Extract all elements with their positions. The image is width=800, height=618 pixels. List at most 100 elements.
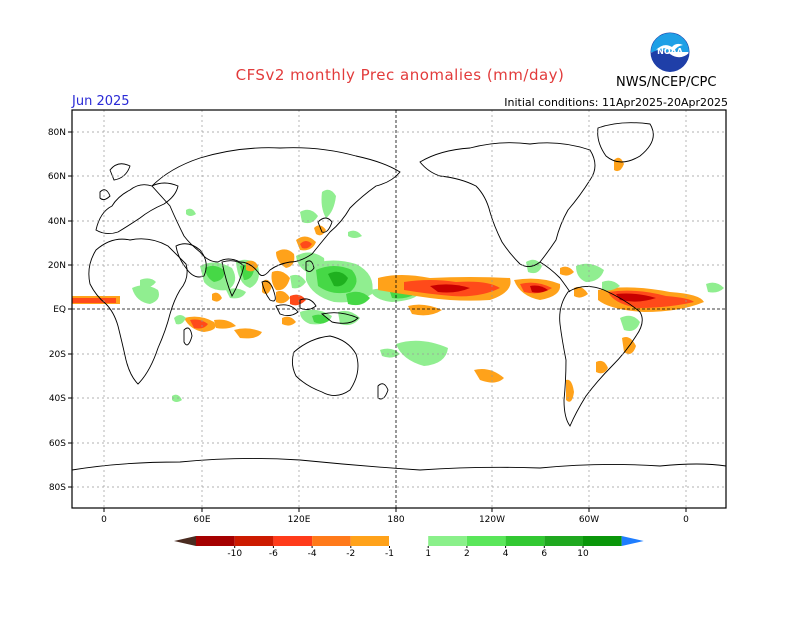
lat-label: 60S (49, 439, 66, 449)
anomaly-patch (560, 266, 574, 276)
scandinavia-outline (109, 163, 131, 181)
lat-label: 40S (49, 394, 66, 404)
new-guinea-outline (320, 312, 359, 324)
lat-label: EQ (53, 305, 66, 315)
anomaly-patch (132, 285, 159, 304)
colorbar-label: 10 (577, 549, 589, 559)
anomaly-patch (226, 288, 246, 299)
lat-label: 80S (49, 483, 66, 493)
arabia-outline (175, 243, 207, 278)
anomaly-patch (212, 292, 222, 302)
greenland-outline (597, 122, 654, 163)
antarctica-outline (71, 457, 727, 471)
madagascar-outline (183, 327, 193, 346)
colorbar-label: 2 (464, 549, 470, 559)
anomaly-patch (290, 294, 306, 306)
colorbar-box (428, 536, 467, 546)
anomaly-patch (566, 379, 574, 402)
anomaly-patch (706, 282, 724, 293)
colorbar-label: -1 (385, 549, 394, 559)
anomaly-patch (396, 340, 448, 366)
colorbar-box (234, 536, 274, 546)
initial-conditions: Initial conditions: 11Apr2025-20Apr2025 (504, 96, 728, 109)
europe-outline (95, 182, 179, 235)
anomaly-patch (276, 249, 295, 268)
colorbar-end-right (621, 536, 644, 546)
axis-ticks (68, 131, 687, 512)
anomaly-patch (380, 348, 400, 358)
anomaly-patch (271, 270, 290, 291)
lat-label: 80N (48, 128, 66, 138)
lon-label: 180 (387, 515, 404, 525)
anomaly-patch (348, 230, 362, 238)
anomaly-shading (72, 157, 724, 402)
anomaly-patch (620, 315, 640, 331)
noaa-logo: NOAA (650, 32, 690, 72)
forecast-month: Jun 2025 (72, 94, 130, 109)
indochina-outline (261, 280, 276, 302)
colorbar-label: 1 (425, 549, 431, 559)
anomaly-patch (474, 369, 504, 383)
gridlines (72, 110, 726, 508)
lon-label: 0 (101, 515, 107, 525)
colorbar-box (350, 536, 390, 546)
colorbar-box (273, 536, 313, 546)
new-zealand-outline (377, 383, 389, 400)
agency-label: NWS/NCEP/CPC (616, 75, 717, 90)
anomaly-patch (328, 271, 348, 287)
colorbar-label: 6 (541, 549, 547, 559)
lon-label: 60E (193, 515, 210, 525)
anomaly-patch (282, 316, 296, 326)
lon-label: 120E (288, 515, 311, 525)
colorbar-label: -2 (346, 549, 355, 559)
anomaly-patch (234, 328, 262, 339)
britain-outline (99, 189, 111, 201)
colorbar-box (583, 536, 622, 546)
colorbar-end-left (174, 536, 196, 546)
north-america-outline (419, 142, 596, 267)
colorbar-box (505, 536, 545, 546)
map-title: CFSv2 monthly Prec anomalies (mm/day) (235, 66, 565, 84)
anomaly-patch (576, 263, 604, 282)
lon-label: 60W (579, 515, 599, 525)
anomaly-patch (186, 208, 196, 216)
colorbar: -10 -6 -4 -2 -1 1 2 4 6 10 (174, 535, 644, 559)
anomaly-patch (174, 315, 186, 325)
anomaly-patch (276, 290, 290, 304)
sumatra-outline (275, 304, 299, 317)
anomaly-patch (140, 278, 156, 288)
anomaly-patch (321, 189, 336, 218)
colorbar-box (544, 536, 583, 546)
japan-outline (317, 217, 333, 233)
anomaly-patch (300, 209, 318, 224)
south-america-outline (559, 286, 643, 427)
anomaly-patch (346, 291, 370, 306)
lon-label: 120W (479, 515, 505, 525)
anomaly-patch (602, 280, 620, 291)
anomaly-patch (205, 265, 225, 282)
india-outline (221, 260, 245, 298)
anomaly-patch (72, 298, 116, 303)
anomaly-patch (574, 286, 588, 298)
lat-label: 20N (48, 261, 66, 271)
colorbar-label: -10 (227, 549, 242, 559)
colorbar-label: 4 (503, 549, 509, 559)
central-america-outline (539, 261, 571, 293)
colorbar-box (312, 536, 351, 546)
colorbar-label: -6 (269, 549, 278, 559)
anomaly-patch (300, 241, 312, 249)
anomaly-patch (408, 304, 442, 316)
anomaly-patch (190, 319, 208, 329)
anomaly-patch (214, 319, 236, 329)
lat-label: 60N (48, 172, 66, 182)
colorbar-label: -4 (308, 549, 317, 559)
colorbar-box (466, 536, 506, 546)
colorbar-box (389, 535, 429, 547)
anomaly-patch (616, 293, 656, 302)
lat-labels: 80N 60N 40N 20N EQ 20S 40S 60S 80S (48, 128, 66, 493)
australia-outline (291, 335, 359, 396)
anomaly-patch (290, 274, 306, 289)
philippines-outline (305, 260, 315, 273)
lat-label: 20S (49, 350, 66, 360)
lon-label: 0 (683, 515, 689, 525)
